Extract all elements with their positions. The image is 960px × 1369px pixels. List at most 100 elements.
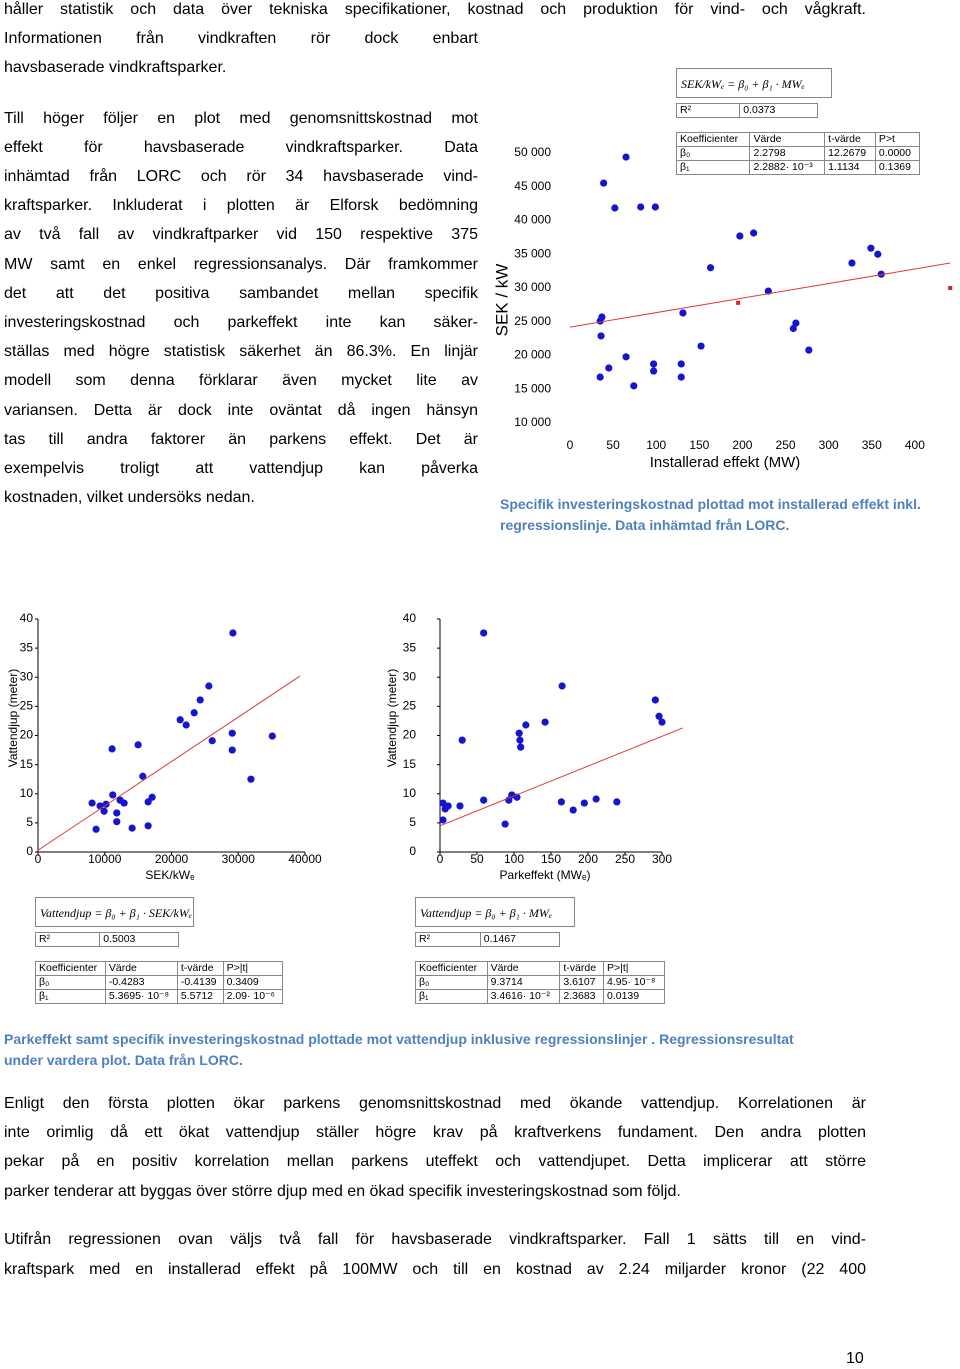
point <box>88 799 96 807</box>
text-line: variansen. Detta är dock inte oväntat då… <box>4 401 478 419</box>
y-tick-label: 35 <box>20 640 34 654</box>
point <box>622 153 630 161</box>
point <box>558 682 566 690</box>
r2-value: 0.1467 <box>479 932 561 947</box>
header-row: Koefficienter Värde t-värde P>t <box>675 132 921 147</box>
coef-cell: β₀ <box>35 975 106 990</box>
point <box>650 360 658 368</box>
header-row: Koefficienter Värde t-värde P>|t| <box>415 961 666 976</box>
header-cell: t-värde <box>559 961 604 976</box>
point <box>268 732 276 740</box>
point <box>144 798 152 806</box>
x-tick-label: 40000 <box>288 852 322 866</box>
r2-table: R² 0.5003 <box>34 932 179 947</box>
point <box>541 718 549 726</box>
text-line: parker tenderar att byggas över större d… <box>4 1182 681 1200</box>
header-cell: t-värde <box>176 961 224 976</box>
point <box>600 179 608 187</box>
point <box>655 712 663 720</box>
point <box>679 309 687 317</box>
y-tick-label: 50 000 <box>514 145 551 159</box>
y-tick-label: 30 <box>20 669 34 683</box>
text-line: havsbaserade vindkraftsparker. <box>4 59 227 77</box>
y-tick-label: 40 <box>403 611 417 625</box>
coef-table: Koefficienter Värde t-värde P>t β₀ 2.2798 12.2… <box>675 132 921 175</box>
y-tick-label: 0 <box>409 844 416 858</box>
x-tick-label: 100 <box>646 438 666 452</box>
coef-cell: 0.0000 <box>874 146 921 161</box>
coef-row: β₁ 5.3695· 10⁻⁸ 5.5712 2.09· 10⁻⁶ <box>35 989 284 1004</box>
point <box>517 743 525 751</box>
point <box>196 696 204 704</box>
coef-table: Koefficienter Värde t-värde P>|t| β₀ 9.3714 3.… <box>415 961 666 1004</box>
figure-caption: Parkeffekt samt specifik investeringskos… <box>4 1031 794 1047</box>
text-line: Utifrån regressionen ovan väljs två fall… <box>4 1230 866 1248</box>
point <box>848 259 856 267</box>
y-tick-label: 5 <box>409 815 416 829</box>
y-tick-label: 30 <box>403 669 417 683</box>
text-line: det att det positiva sambandet mellan sp… <box>4 284 478 302</box>
point <box>637 203 645 211</box>
point <box>182 721 190 729</box>
x-tick-label: 100 <box>504 852 524 866</box>
y-tick-label: 20 <box>403 728 417 742</box>
coef-row: β₀ 9.3714 3.6107 4.95· 10⁻⁸ <box>415 975 666 990</box>
regression-formula: Vattendjup = β₀ + β₁ · SEK/kWₑ <box>35 897 194 927</box>
r2-row: R² 0.1467 <box>415 932 561 947</box>
x-tick-label: 30000 <box>222 852 256 866</box>
coef-cell: β₀ <box>415 975 488 990</box>
header-cell: Koefficienter <box>415 961 488 976</box>
point <box>658 718 666 726</box>
point <box>596 373 604 381</box>
text-line: håller statistik och data över tekniska … <box>4 0 866 18</box>
x-tick-label: 150 <box>689 438 709 452</box>
header-cell: Koefficienter <box>35 961 106 976</box>
r2-label: R² <box>34 932 101 947</box>
coef-cell: -0.4139 <box>176 975 224 990</box>
x-tick-label: 50 <box>470 852 484 866</box>
coef-cell: 3.6107 <box>559 975 604 990</box>
header-cell: Värde <box>486 961 561 976</box>
regression-table: SEK/kWₑ = β₀ + β₁ · MWₑ R² 0.0373 Koefficie… <box>675 68 921 175</box>
r2-table: R² 0.1467 <box>415 932 561 947</box>
point <box>874 250 882 258</box>
x-axis-title: SEK/kWₑ <box>145 868 195 882</box>
header-cell: Värde <box>749 132 826 147</box>
text-line: kraftsparker. Inkluderat i plotten är El… <box>4 197 478 215</box>
y-tick-label: 35 000 <box>514 246 551 260</box>
header-cell: Värde <box>104 961 178 976</box>
point <box>764 287 772 295</box>
x-tick-label: 0 <box>35 852 42 866</box>
point <box>651 203 659 211</box>
text-line: av två fall av vindkraftparker vid 150 r… <box>4 226 478 244</box>
point <box>580 799 588 807</box>
text-line: Informationen från vindkraften rör dock … <box>4 29 478 47</box>
text-line: MW samt en enkel regressionsanalys. Där … <box>4 255 478 273</box>
point <box>569 806 577 814</box>
point <box>650 367 658 375</box>
point <box>190 709 198 717</box>
text-line: Till höger följer en plot med genomsnitt… <box>4 109 478 127</box>
point <box>622 353 630 361</box>
header-cell: Koefficienter <box>675 132 751 147</box>
point <box>522 721 530 729</box>
y-tick-label: 5 <box>26 815 33 829</box>
x-tick-label: 200 <box>578 852 598 866</box>
text-line: tas till andra faktorer än parkens effek… <box>4 430 478 448</box>
coef-cell: 0.0139 <box>602 989 666 1004</box>
point <box>120 799 128 807</box>
regression-formula: Vattendjup = β₀ + β₁ · MWₑ <box>415 897 575 927</box>
point <box>605 364 613 372</box>
point <box>139 772 147 780</box>
page-number: 10 <box>846 1350 864 1367</box>
x-tick-label: 250 <box>776 438 796 452</box>
point <box>108 745 116 753</box>
y-tick-label: 15 <box>403 757 417 771</box>
coef-cell: -0.4283 <box>104 975 178 990</box>
point <box>867 244 875 252</box>
figure-caption: Specifik investeringskostnad plottad mot… <box>500 496 921 512</box>
regression-table: Vattendjup = β₀ + β₁ · SEK/kWₑ R² 0.5003 Ko… <box>34 897 284 1004</box>
point <box>176 716 184 724</box>
